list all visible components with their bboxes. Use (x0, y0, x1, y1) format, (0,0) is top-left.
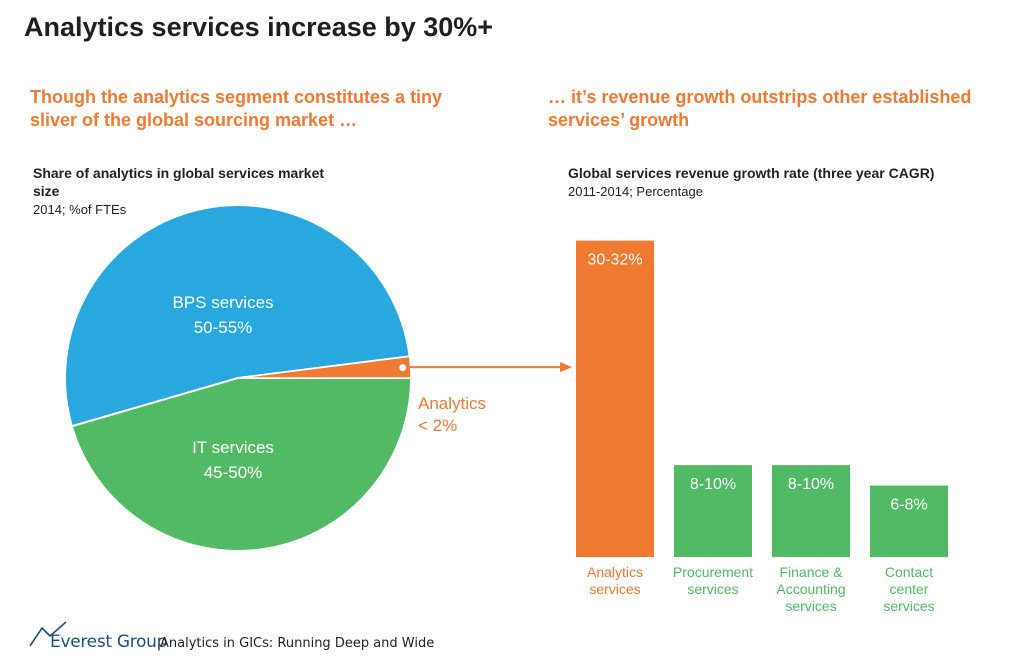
bar-category-label-finance-accounting-services-line-3: services (785, 598, 836, 614)
bar-category-label-contact-center-services-line-3: services (883, 598, 934, 614)
bar-analytics-services (576, 240, 654, 557)
analytics-connector (407, 362, 572, 373)
bar-category-label-analytics-services-line-1: Analytics (587, 564, 643, 580)
connector-arrowhead-icon (560, 362, 572, 373)
bar-data-label-finance-accounting-services: 8-10% (788, 476, 834, 493)
pie-value-bps-services: 50-55% (194, 318, 253, 337)
pie-chart: BPS services 50-55% IT services 45-50% Analy… (64, 204, 486, 552)
pie-value-it-services: 45-50% (204, 463, 263, 482)
pie-value-analytics: < 2% (418, 416, 457, 435)
page-title: Analytics services increase by 30%+ (24, 12, 494, 42)
bar-chart-subtitle: 2011-2014; Percentage (568, 184, 703, 199)
everest-logo-icon (29, 621, 67, 647)
bar-procurement-services (674, 465, 752, 557)
bar-chart-title: Global services revenue growth rate (thr… (568, 165, 935, 181)
bar-contact-center-services (870, 485, 948, 557)
bar-category-label-analytics-services-line-2: services (589, 581, 640, 597)
pie-chart-title: Share of analytics in global services ma… (33, 165, 325, 199)
headline-left: Though the analytics segment constitutes… (30, 87, 443, 130)
pie-slice-bps-services (64, 204, 411, 428)
analytics-marker-dot (399, 364, 407, 372)
bar-finance-accounting-services (772, 465, 850, 557)
bar-category-label-finance-accounting-services-line-1: Finance & (779, 564, 843, 580)
footer-report-title: Analytics in GICs: Running Deep and Wide (160, 636, 435, 651)
footer-brand: Everest Group (50, 632, 168, 652)
pie-label-analytics: Analytics (418, 394, 486, 413)
bar-category-label-contact-center-services-line-1: Contact (885, 564, 933, 580)
bar-category-label-procurement-services-line-1: Procurement (673, 564, 753, 580)
headline-right: … it’s revenue growth outstrips other es… (548, 87, 972, 130)
footer: Everest Group Analytics in GICs: Running… (28, 618, 528, 658)
pie-slice-it-services (70, 377, 413, 552)
bar-category-label-finance-accounting-services-line-2: Accounting (776, 581, 845, 597)
bar-category-label-procurement-services-line-2: services (687, 581, 738, 597)
bar-data-label-procurement-services: 8-10% (690, 476, 736, 493)
bar-data-label-contact-center-services: 6-8% (890, 497, 927, 514)
bar-category-label-contact-center-services-line-2: center (890, 581, 929, 597)
bar-data-label-analytics-services: 30-32% (587, 252, 642, 269)
bar-chart: 30-32%Analyticsservices8-10%Procurements… (576, 240, 948, 614)
pie-label-bps-services: BPS services (172, 293, 273, 312)
pie-label-it-services: IT services (192, 438, 274, 457)
pie-chart-subtitle: 2014; %of FTEs (33, 202, 127, 217)
